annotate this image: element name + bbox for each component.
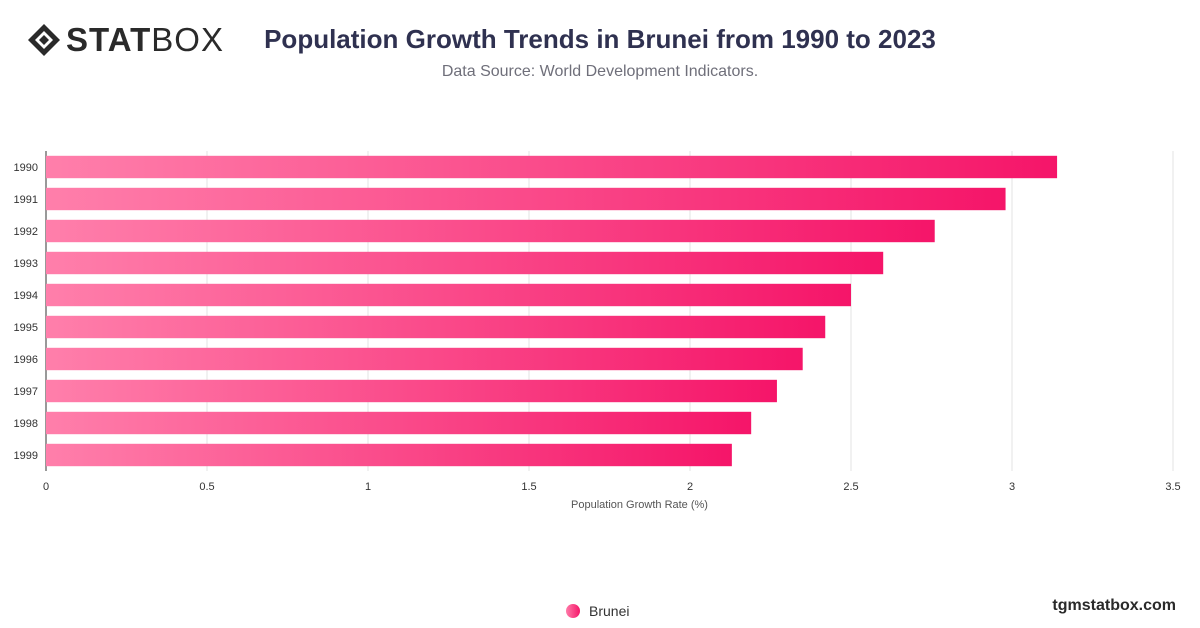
bar-1992[interactable]: [46, 219, 935, 243]
bar-1995[interactable]: [46, 315, 826, 339]
y-tick-label: 1999: [14, 450, 38, 462]
logo-wordmark: STATBOX: [66, 22, 224, 58]
bar-1998[interactable]: [46, 411, 752, 435]
y-tick-label: 1995: [14, 322, 38, 334]
y-tick-label: 1998: [14, 418, 38, 430]
bar-1999[interactable]: [46, 443, 732, 467]
bar-1996[interactable]: [46, 347, 803, 371]
bar-1990[interactable]: [46, 155, 1058, 179]
bar-1997[interactable]: [46, 379, 777, 403]
bar-1991[interactable]: [46, 187, 1006, 211]
y-tick-label: 1993: [14, 258, 38, 270]
logo-light-text: BOX: [151, 21, 224, 58]
y-tick-label: 1990: [14, 162, 38, 174]
chart-subtitle: Data Source: World Development Indicator…: [441, 63, 759, 80]
bar-1993[interactable]: [46, 251, 884, 275]
x-tick-label: 2: [687, 481, 693, 493]
chart-title: Population Growth Trends in Brunei from …: [264, 24, 936, 54]
x-tick-label: 0.5: [199, 481, 214, 493]
x-tick-label: 2.5: [843, 481, 858, 493]
legend-label: Brunei: [589, 603, 630, 619]
y-tick-label: 1991: [14, 194, 38, 206]
x-tick-label: 1.5: [521, 481, 536, 493]
legend-marker-icon: [566, 604, 580, 618]
x-tick-label: 3: [1009, 481, 1015, 493]
diamond-logo-icon: [28, 24, 60, 56]
bar-1994[interactable]: [46, 283, 851, 307]
y-tick-label: 1996: [14, 354, 38, 366]
logo-bold-text: STAT: [66, 21, 152, 58]
x-tick-label: 3.5: [1165, 481, 1180, 493]
y-tick-label: 1992: [14, 226, 38, 238]
x-tick-label: 0: [43, 481, 49, 493]
statbox-logo: STATBOX: [26, 22, 236, 58]
y-tick-label: 1994: [14, 290, 38, 302]
y-tick-label: 1997: [14, 386, 38, 398]
x-tick-label: 1: [365, 481, 371, 493]
legend[interactable]: Brunei: [566, 602, 629, 620]
x-axis-label: Population Growth Rate (%): [571, 499, 708, 511]
site-url: tgmstatbox.com: [1052, 597, 1176, 614]
